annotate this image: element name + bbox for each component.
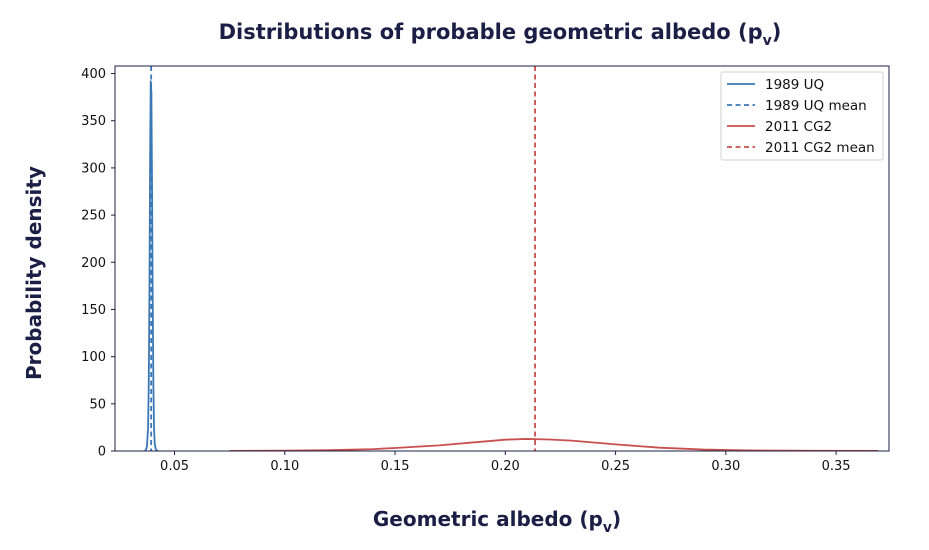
y-tick-label: 0 [98, 445, 106, 460]
y-tick-label: 350 [81, 114, 106, 129]
y-tick-label: 200 [81, 256, 106, 271]
x-tick-label: 0.10 [270, 459, 299, 474]
x-axis-title: Geometric albedo (pv) [373, 507, 621, 536]
legend-label-2011-cg2: 2011 CG2 [765, 119, 832, 135]
y-axis-title: Probability density [22, 166, 46, 380]
x-tick-label: 0.05 [160, 459, 189, 474]
y-tick-label: 50 [89, 397, 106, 412]
series-2011-cg2 [229, 438, 878, 451]
x-tick-label: 0.30 [711, 459, 740, 474]
legend-box [720, 71, 884, 161]
plot-frame [114, 65, 890, 452]
axis-ticks: 0.05 0.10 0.15 0.20 0.25 0.30 0.35 0 50 100 150 200… [81, 67, 850, 474]
y-tick-label: 150 [81, 303, 106, 318]
y-tick-label: 400 [81, 67, 106, 82]
x-tick-label: 0.25 [601, 459, 630, 474]
legend-label-1989-uq: 1989 UQ [765, 77, 824, 93]
x-tick-label: 0.20 [491, 459, 520, 474]
y-tick-label: 100 [81, 350, 106, 365]
legend: 1989 UQ 1989 UQ mean 2011 CG2 2011 CG2 mean [720, 71, 884, 161]
plot-area [114, 65, 890, 452]
legend-label-2011-cg2-mean: 2011 CG2 mean [765, 140, 875, 156]
series-group [144, 66, 878, 451]
chart-title: Distributions of probable geometric albe… [219, 20, 782, 49]
y-tick-label: 300 [81, 161, 106, 176]
x-tick-label: 0.35 [822, 459, 851, 474]
x-tick-label: 0.15 [381, 459, 410, 474]
y-tick-label: 250 [81, 209, 106, 224]
legend-label-1989-uq-mean: 1989 UQ mean [765, 98, 867, 114]
